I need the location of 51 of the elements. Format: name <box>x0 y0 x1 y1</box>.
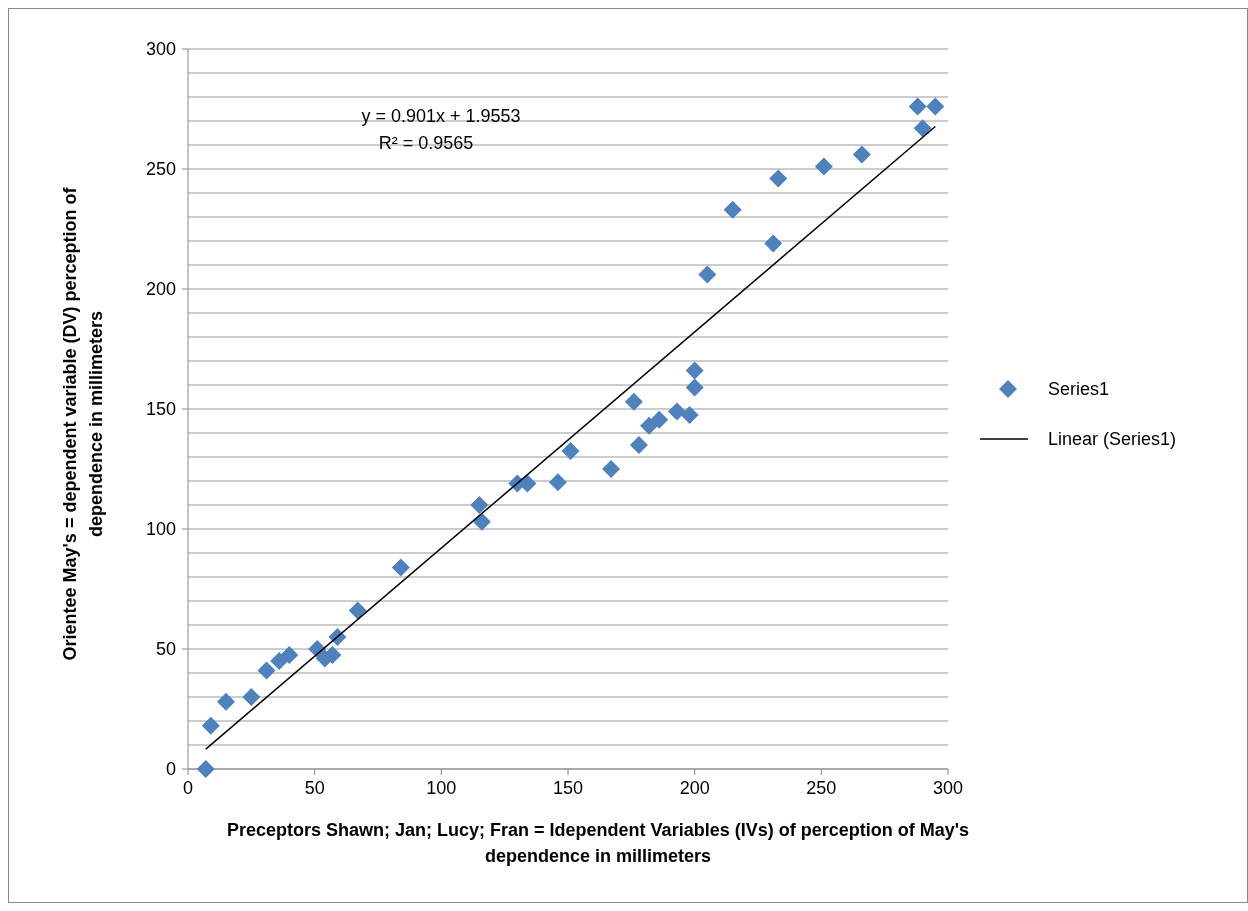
x-tick-label: 200 <box>679 778 710 798</box>
point <box>685 361 704 380</box>
annotation: R² = 0.9565 <box>378 133 474 153</box>
point <box>280 646 299 664</box>
point <box>602 460 621 478</box>
x-axis-title: Preceptors Shawn; Jan; Lucy; Fran = Idependent Variables (IVs) of perception of May's dependence in millimeters <box>227 820 969 866</box>
point <box>926 97 945 116</box>
point <box>629 436 648 454</box>
y-tick-label: 300 <box>145 39 176 59</box>
point <box>650 410 669 429</box>
point <box>667 402 686 421</box>
point <box>814 157 833 176</box>
point <box>391 558 410 577</box>
y-tick-label: 200 <box>145 279 176 299</box>
point <box>348 601 367 620</box>
point <box>723 200 742 219</box>
x-tick-label: 300 <box>932 778 964 798</box>
y-tick-label: 100 <box>145 519 176 539</box>
x-tick-label: 0 <box>182 778 194 798</box>
x-tick-label: 50 <box>304 778 325 798</box>
point <box>908 97 927 116</box>
y-tick-label: 0 <box>165 759 176 779</box>
point <box>852 145 871 164</box>
point <box>242 688 261 706</box>
point <box>548 473 567 492</box>
x-tick-label: 250 <box>806 778 837 798</box>
point <box>769 169 788 188</box>
point <box>217 692 235 711</box>
annotation: y = 0.901x + 1.9553 <box>361 106 521 126</box>
point <box>913 119 932 138</box>
point <box>472 512 491 531</box>
point <box>680 406 699 424</box>
point <box>764 234 783 253</box>
y-tick-label: 50 <box>155 639 176 659</box>
legend-label: Linear (Series1) <box>1048 429 1177 449</box>
point <box>201 716 220 735</box>
y-tick-label: 150 <box>145 399 176 419</box>
point <box>698 265 717 284</box>
point <box>470 496 489 514</box>
point <box>640 416 659 435</box>
y-tick-label: 250 <box>145 159 176 179</box>
point <box>561 442 580 460</box>
y-axis-title: Orientee May's = dependent variable (DV) perception of dependence in millimeters <box>60 186 106 661</box>
x-tick-label: 150 <box>552 778 584 798</box>
point <box>270 652 289 670</box>
legend-label: Series1 <box>1048 379 1110 399</box>
point <box>685 378 704 397</box>
point <box>257 661 276 680</box>
point <box>196 760 215 778</box>
x-tick-label: 100 <box>426 778 457 798</box>
point <box>624 392 643 411</box>
